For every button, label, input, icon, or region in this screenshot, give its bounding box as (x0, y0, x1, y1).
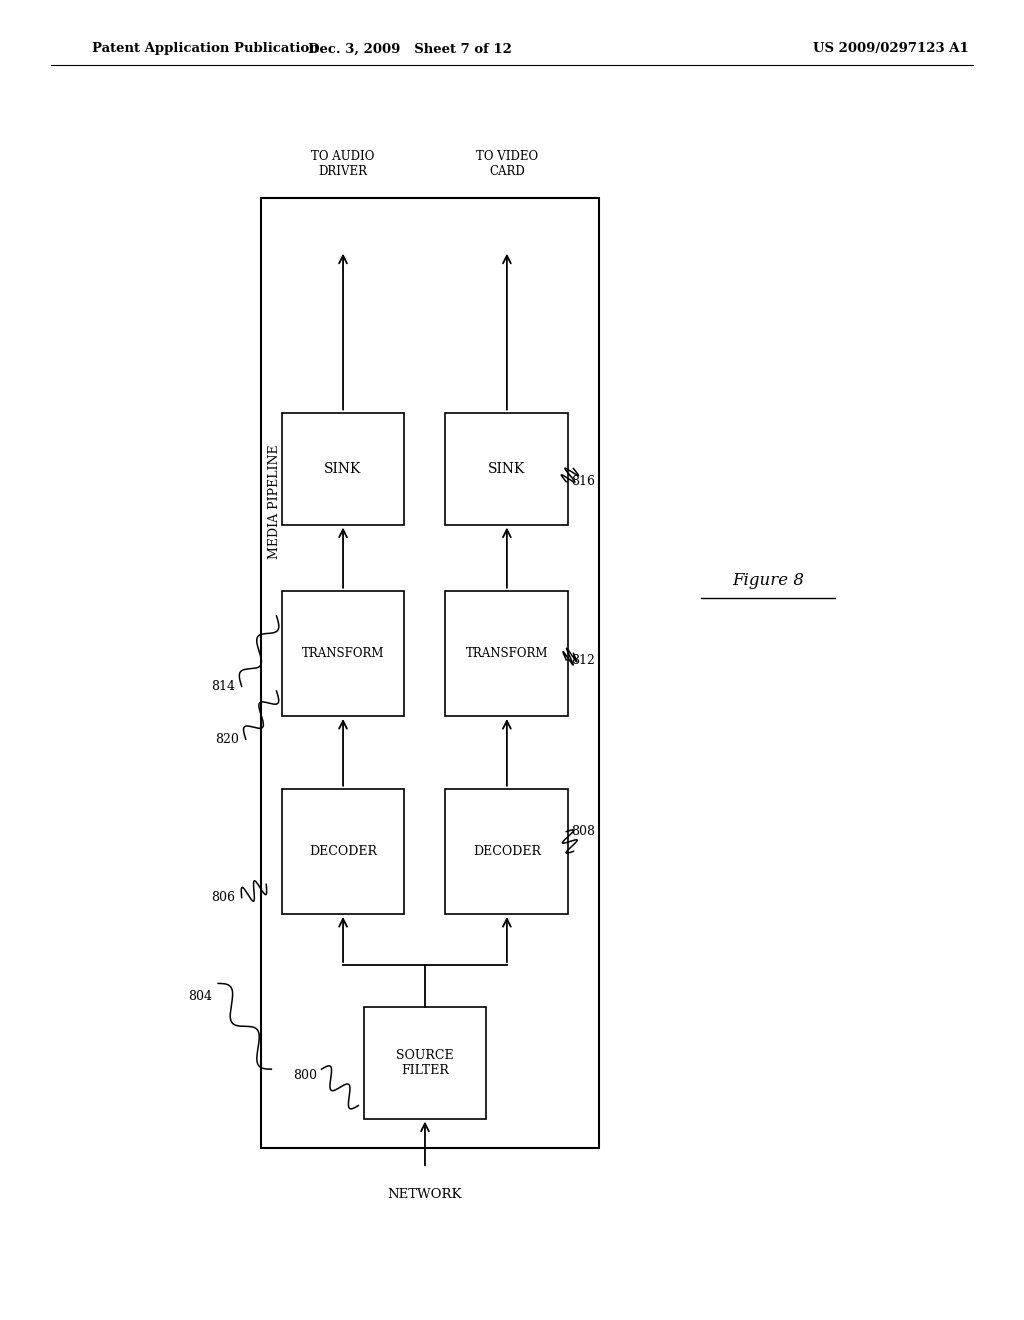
Bar (282, 412, 404, 524)
Text: 806: 806 (211, 891, 236, 904)
Text: Patent Application Publication: Patent Application Publication (92, 42, 318, 55)
Text: Dec. 3, 2009   Sheet 7 of 12: Dec. 3, 2009 Sheet 7 of 12 (307, 42, 512, 55)
Text: 812: 812 (571, 653, 595, 667)
Text: DECODER: DECODER (309, 845, 377, 858)
Bar (445, 591, 568, 715)
Text: 800: 800 (293, 1069, 317, 1082)
Bar (282, 591, 404, 715)
Bar (445, 412, 568, 524)
Text: Figure 8: Figure 8 (732, 573, 804, 589)
Text: 804: 804 (187, 990, 212, 1003)
Text: 820: 820 (215, 733, 240, 746)
Text: SINK: SINK (488, 462, 525, 475)
Text: MEDIA PIPELINE: MEDIA PIPELINE (268, 445, 281, 558)
Text: DECODER: DECODER (473, 845, 541, 858)
Text: TO VIDEO
CARD: TO VIDEO CARD (476, 150, 538, 178)
Text: 808: 808 (571, 825, 595, 838)
Text: US 2009/0297123 A1: US 2009/0297123 A1 (813, 42, 969, 55)
Text: 814: 814 (211, 680, 236, 693)
Text: TRANSFORM: TRANSFORM (466, 647, 548, 660)
Text: 816: 816 (571, 475, 595, 488)
Text: TRANSFORM: TRANSFORM (302, 647, 384, 660)
Text: SOURCE
FILTER: SOURCE FILTER (396, 1048, 454, 1077)
Bar (364, 1006, 486, 1119)
Bar (261, 198, 599, 1148)
Bar (445, 789, 568, 913)
Text: TO AUDIO
DRIVER: TO AUDIO DRIVER (311, 150, 375, 178)
Text: SINK: SINK (325, 462, 361, 475)
Text: NETWORK: NETWORK (388, 1188, 462, 1201)
Bar (282, 789, 404, 913)
